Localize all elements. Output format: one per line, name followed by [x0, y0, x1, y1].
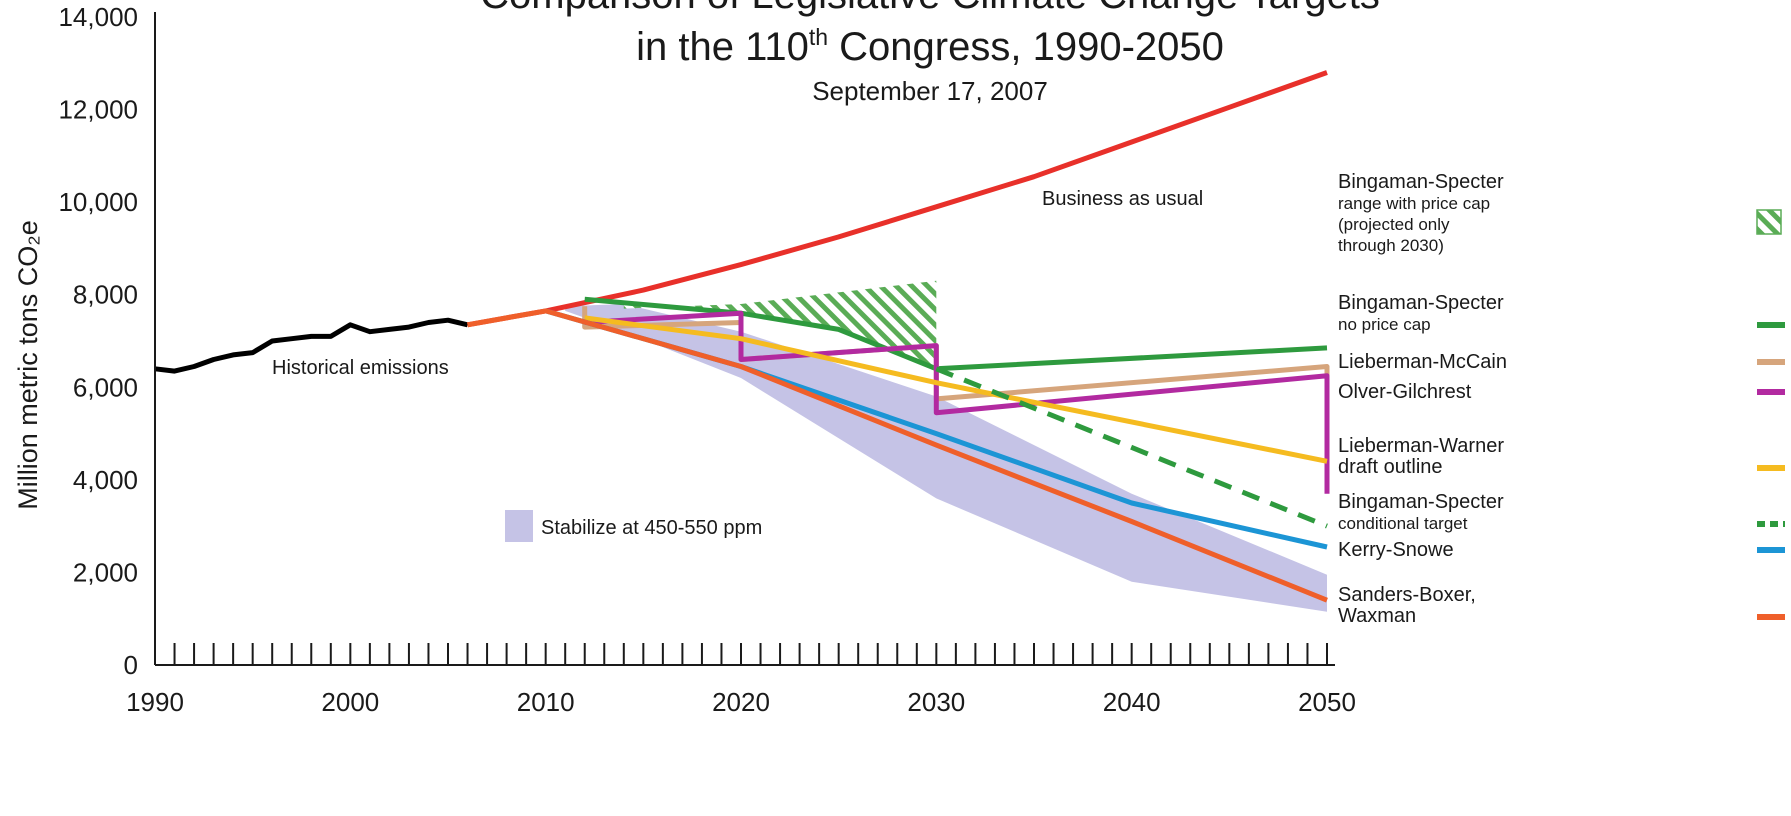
legend-label-range: Bingaman-Specter: [1338, 171, 1504, 193]
annotation-historical: Historical emissions: [272, 357, 449, 379]
price-cap-range: [623, 280, 937, 369]
title-line2-post: Congress, 1990-2050: [828, 25, 1224, 69]
legend-label-range: through 2030): [1338, 236, 1444, 255]
legend-label-bs-cond: conditional target: [1338, 514, 1468, 533]
title-line2-pre: in the 110: [636, 25, 809, 69]
y-tick-labels: 0 2,000 4,000 6,000 8,000 10,000 12,000 14,000: [58, 2, 138, 680]
series-line-lieberman-warner: [584, 315, 1328, 464]
annotation-stabilize: Stabilize at 450-550 ppm: [541, 517, 762, 539]
x-tick-label: 2000: [321, 687, 379, 717]
y-tick-label: 2,000: [73, 557, 138, 587]
legend-label-bs-cond: Bingaman-Specter: [1338, 491, 1504, 513]
legend-label-range: (projected only: [1338, 215, 1450, 234]
title-line2-sup: th: [809, 24, 828, 50]
shaded-areas: [565, 280, 1327, 612]
x-tick-labels: 1990 2000 2010 2020 2030 2040 2050: [126, 687, 1356, 717]
chart-subtitle: September 17, 2007: [812, 76, 1048, 106]
legend-label-lm: Lieberman-McCain: [1338, 351, 1507, 373]
y-tick-label: 10,000: [58, 187, 138, 217]
series-line-sanders-boxer: [467, 308, 1328, 603]
legend-label-sbw: Sanders-Boxer,: [1338, 584, 1476, 606]
x-minor-ticks: [154, 643, 1328, 665]
legend-label-lw: Lieberman-Warner: [1338, 435, 1504, 457]
x-tick-label: 2030: [907, 687, 965, 717]
x-tick-label: 2020: [712, 687, 770, 717]
legend-label-ks: Kerry-Snowe: [1338, 539, 1454, 561]
series-lines: [154, 70, 1330, 603]
legend-label-lw: draft outline: [1338, 456, 1443, 478]
y-tick-label: 6,000: [73, 372, 138, 402]
legend-swatch-range: [1756, 209, 1782, 235]
annotation-business-as-usual: Business as usual: [1042, 188, 1203, 210]
series-line-bingaman-specter-no-cap: [584, 296, 1328, 372]
x-tick-label: 2040: [1103, 687, 1161, 717]
legend-label-bs-nocap: Bingaman-Specter: [1338, 292, 1504, 314]
x-tick-label: 1990: [126, 687, 184, 717]
stabilize-swatch: [505, 510, 533, 542]
legend-label-sbw: Waxman: [1338, 605, 1416, 627]
series-line-olver-gilchrest: [584, 310, 1330, 494]
y-tick-label: 12,000: [58, 95, 138, 125]
y-tick-label: 0: [124, 650, 138, 680]
chart-title-line2: in the 110th Congress, 1990-2050: [636, 24, 1224, 69]
x-tick-label: 2050: [1298, 687, 1356, 717]
y-tick-label: 14,000: [58, 2, 138, 32]
legend-label-og: Olver-Gilchrest: [1338, 381, 1472, 403]
series-line-historical: [154, 317, 469, 374]
y-tick-label: 4,000: [73, 465, 138, 495]
x-tick-label: 2010: [517, 687, 575, 717]
legend-label-bs-nocap: no price cap: [1338, 315, 1431, 334]
legend-label-range: range with price cap: [1338, 194, 1490, 213]
chart-title-line1: Comparison of Legislative Climate Change…: [480, 0, 1380, 17]
y-axis-label: Million metric tons CO₂e: [13, 220, 43, 510]
stabilize-band: [565, 304, 1327, 612]
y-tick-label: 8,000: [73, 280, 138, 310]
series-line-bingaman-specter-conditional: [935, 366, 1328, 529]
